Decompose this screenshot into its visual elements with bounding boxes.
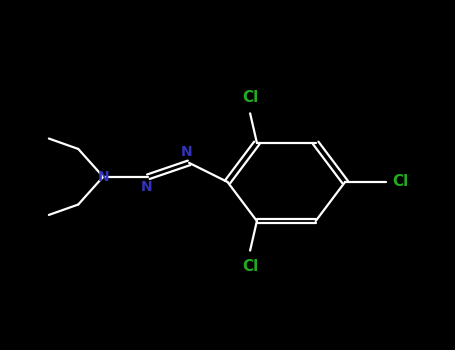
Text: N: N	[181, 145, 192, 159]
Text: N: N	[97, 170, 109, 184]
Text: N: N	[140, 180, 152, 194]
Text: Cl: Cl	[393, 174, 409, 189]
Text: Cl: Cl	[242, 259, 258, 274]
Text: Cl: Cl	[242, 90, 258, 105]
